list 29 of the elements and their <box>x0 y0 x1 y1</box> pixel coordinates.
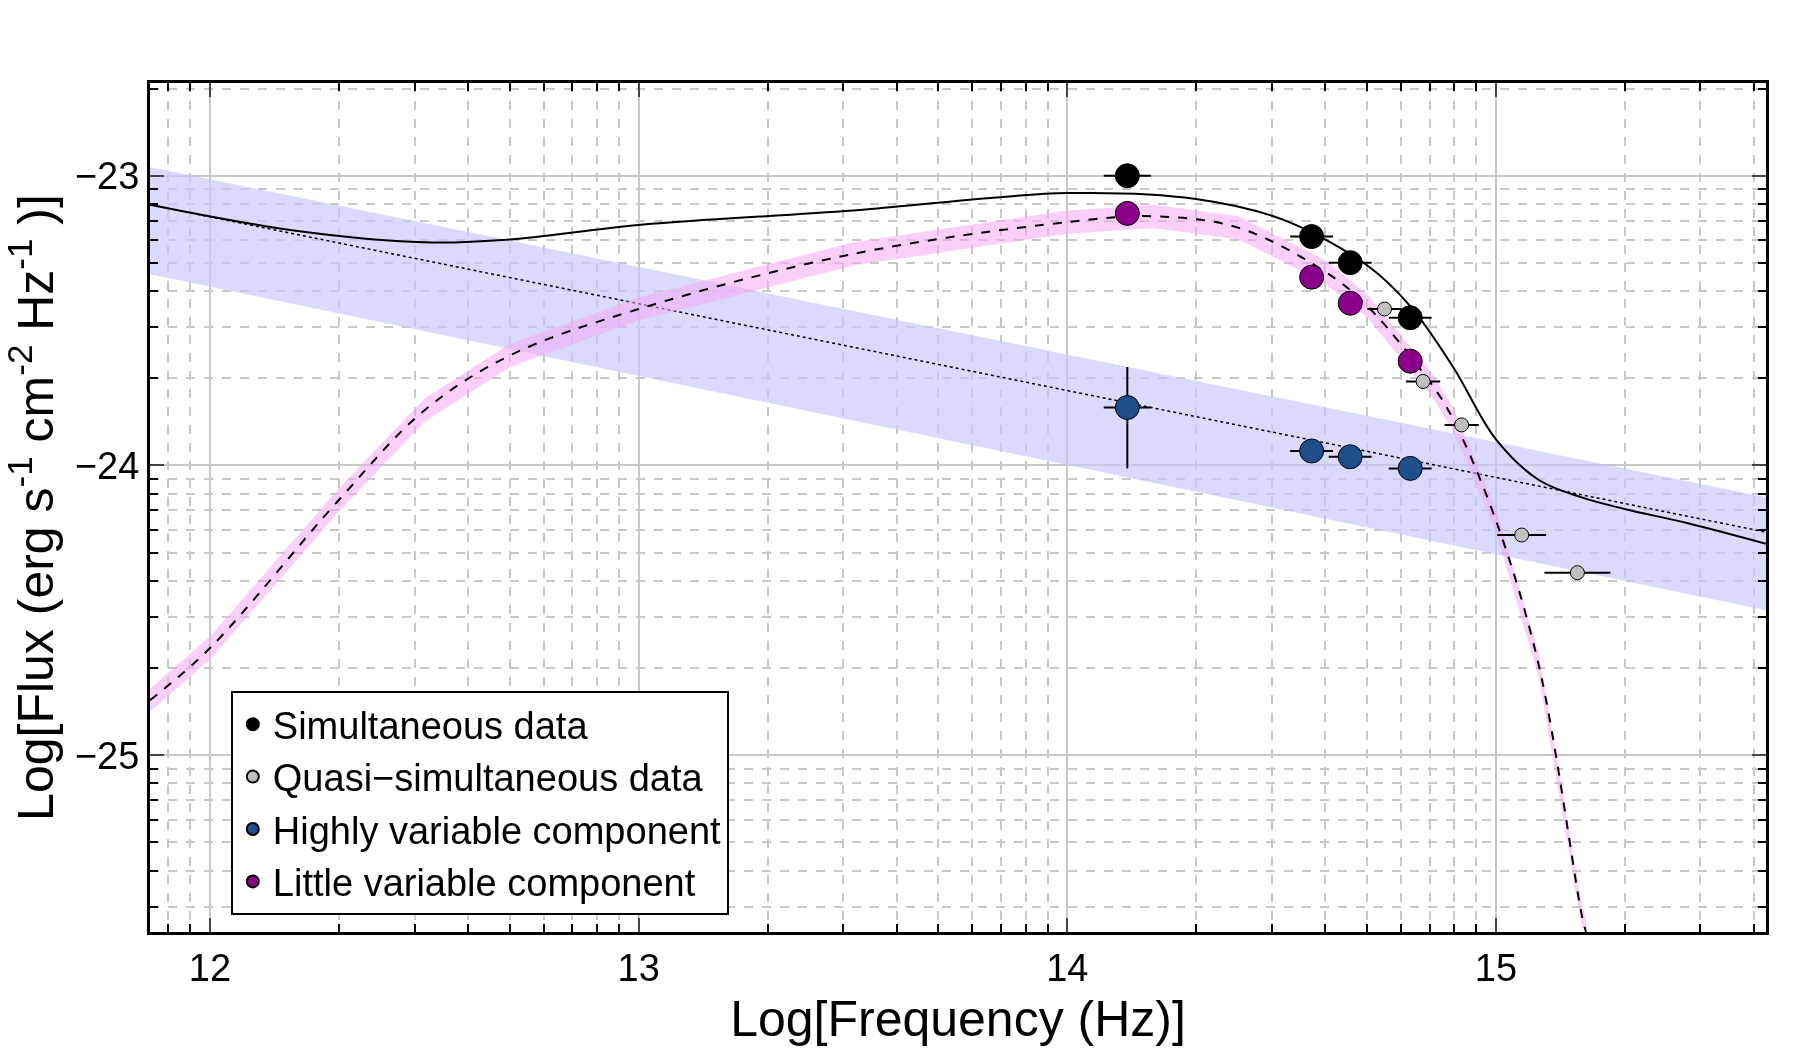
point <box>1299 264 1325 290</box>
point <box>1397 455 1423 481</box>
x-axis-title: Log[Frequency (Hz)] <box>730 991 1186 1048</box>
point <box>1337 444 1363 470</box>
x-tick-label: 15 <box>1474 946 1518 989</box>
point <box>1569 565 1585 581</box>
point <box>1397 305 1423 331</box>
point <box>1299 438 1325 464</box>
point <box>1114 163 1140 189</box>
point <box>1415 373 1431 389</box>
point <box>1114 200 1140 226</box>
point <box>1514 527 1530 543</box>
point <box>1454 417 1470 433</box>
legend-label: Highly variable component <box>272 809 722 852</box>
point <box>1397 348 1423 374</box>
x-tick-label: 14 <box>1046 946 1089 989</box>
x-tick-label: 12 <box>188 946 232 989</box>
point <box>1299 224 1325 250</box>
point <box>1337 290 1363 316</box>
legend-label: Little variable component <box>272 862 696 905</box>
y-tick-label: −23 <box>74 155 140 198</box>
point <box>1114 395 1140 421</box>
legend-label: Quasi−simultaneous data <box>272 757 704 800</box>
point <box>1337 250 1363 276</box>
x-tick-label: 13 <box>617 946 660 989</box>
legend-label: Simultaneous data <box>272 705 589 748</box>
point <box>1377 301 1392 317</box>
y-tick-label: −24 <box>74 444 140 487</box>
y-tick-label: −25 <box>74 734 140 777</box>
